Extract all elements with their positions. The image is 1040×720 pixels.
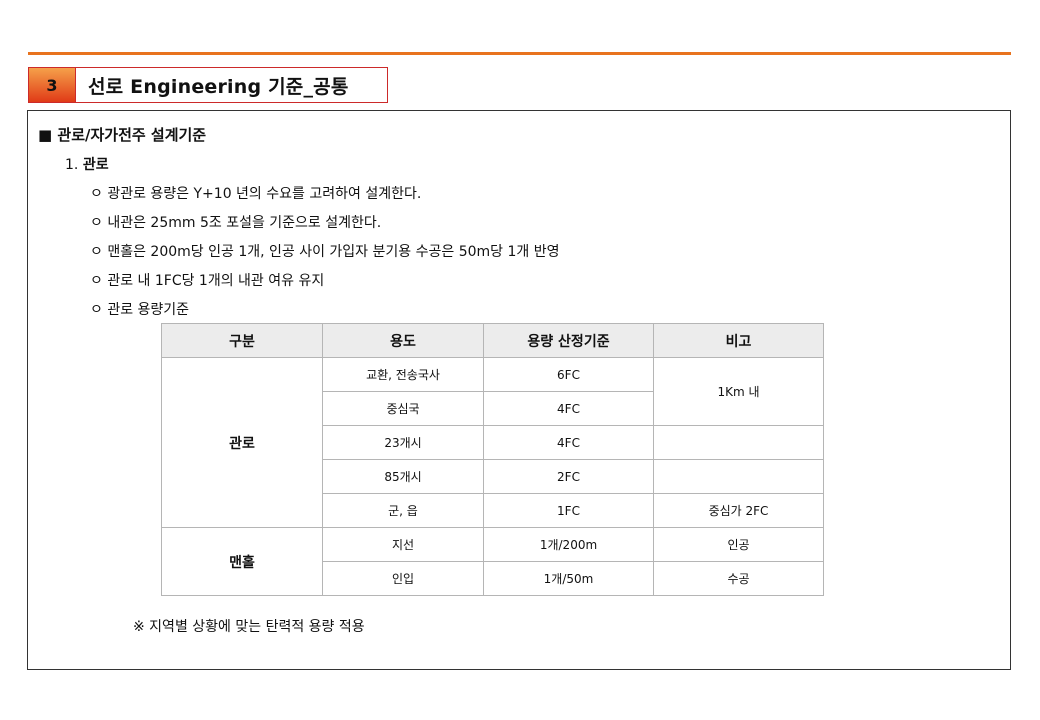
table-row: 중심국 4FC [162, 391, 824, 426]
table-row: 인입 1개/50m 수공 [162, 561, 824, 596]
note-cell: 1Km 내 [653, 357, 824, 426]
note-cell [653, 459, 824, 494]
note-cell [653, 425, 824, 460]
use-cell: 중심국 [322, 391, 484, 426]
footnote: ※ 지역별 상황에 맞는 탄력적 용량 적용 [133, 619, 365, 635]
sub-heading-title: 관로 [82, 157, 109, 173]
main-heading: ■ 관로/자가전주 설계기준 [38, 126, 207, 144]
section-header: 3 선로 Engineering 기준_공통 [28, 67, 388, 103]
table-header-row: 구분 용도 용량 산정기준 비고 [161, 323, 824, 358]
column-header: 구분 [161, 323, 323, 358]
column-header: 용량 산정기준 [483, 323, 654, 358]
sub-heading: 1. 관로 [65, 154, 109, 174]
capacity-cell: 1개/200m [483, 527, 654, 562]
table-row: 군, 읍 1FC 중심가 2FC [162, 493, 824, 528]
use-cell: 인입 [322, 561, 484, 596]
note-cell: 인공 [653, 527, 824, 562]
sub-heading-number: 1. [65, 157, 79, 173]
top-accent-rule [28, 52, 1011, 55]
bullet-item: ㅇ 내관은 25mm 5조 포설을 기준으로 설계한다. [90, 215, 382, 231]
capacity-cell: 4FC [483, 391, 654, 426]
column-header: 비고 [653, 323, 824, 358]
column-header: 용도 [322, 323, 484, 358]
use-cell: 85개시 [322, 459, 484, 494]
capacity-table: 구분 용도 용량 산정기준 비고 관로 교환, 전송국사 6FC 1Km 내 중… [161, 323, 824, 596]
capacity-cell: 2FC [483, 459, 654, 494]
capacity-cell: 4FC [483, 425, 654, 460]
use-cell: 교환, 전송국사 [322, 357, 484, 392]
use-cell: 군, 읍 [322, 493, 484, 528]
group-cell-conduit: 관로 [161, 357, 323, 528]
note-cell: 수공 [653, 561, 824, 596]
bullet-item: ㅇ 광관로 용량은 Y+10 년의 수요를 고려하여 설계한다. [90, 186, 422, 202]
use-cell: 지선 [322, 527, 484, 562]
use-cell: 23개시 [322, 425, 484, 460]
note-cell: 중심가 2FC [653, 493, 824, 528]
table-row: 85개시 2FC [162, 459, 824, 494]
section-number-badge: 3 [29, 68, 76, 102]
table-row: 관로 교환, 전송국사 6FC 1Km 내 [161, 357, 824, 528]
table-row: 맨홀 지선 1개/200m 인공 [161, 527, 824, 596]
group-cell-manhole: 맨홀 [161, 527, 323, 596]
capacity-cell: 1FC [483, 493, 654, 528]
bullet-item: ㅇ 맨홀은 200m당 인공 1개, 인공 사이 가입자 분기용 수공은 50m… [90, 244, 560, 260]
bullet-item: ㅇ 관로 용량기준 [90, 302, 190, 318]
content-box: ■ 관로/자가전주 설계기준 1. 관로 ㅇ 광관로 용량은 Y+10 년의 수… [27, 110, 1011, 670]
capacity-cell: 1개/50m [483, 561, 654, 596]
bullet-item: ㅇ 관로 내 1FC당 1개의 내관 여유 유지 [90, 273, 325, 289]
section-title: 선로 Engineering 기준_공통 [88, 75, 349, 98]
capacity-cell: 6FC [483, 357, 654, 392]
table-row: 23개시 4FC [162, 425, 824, 460]
